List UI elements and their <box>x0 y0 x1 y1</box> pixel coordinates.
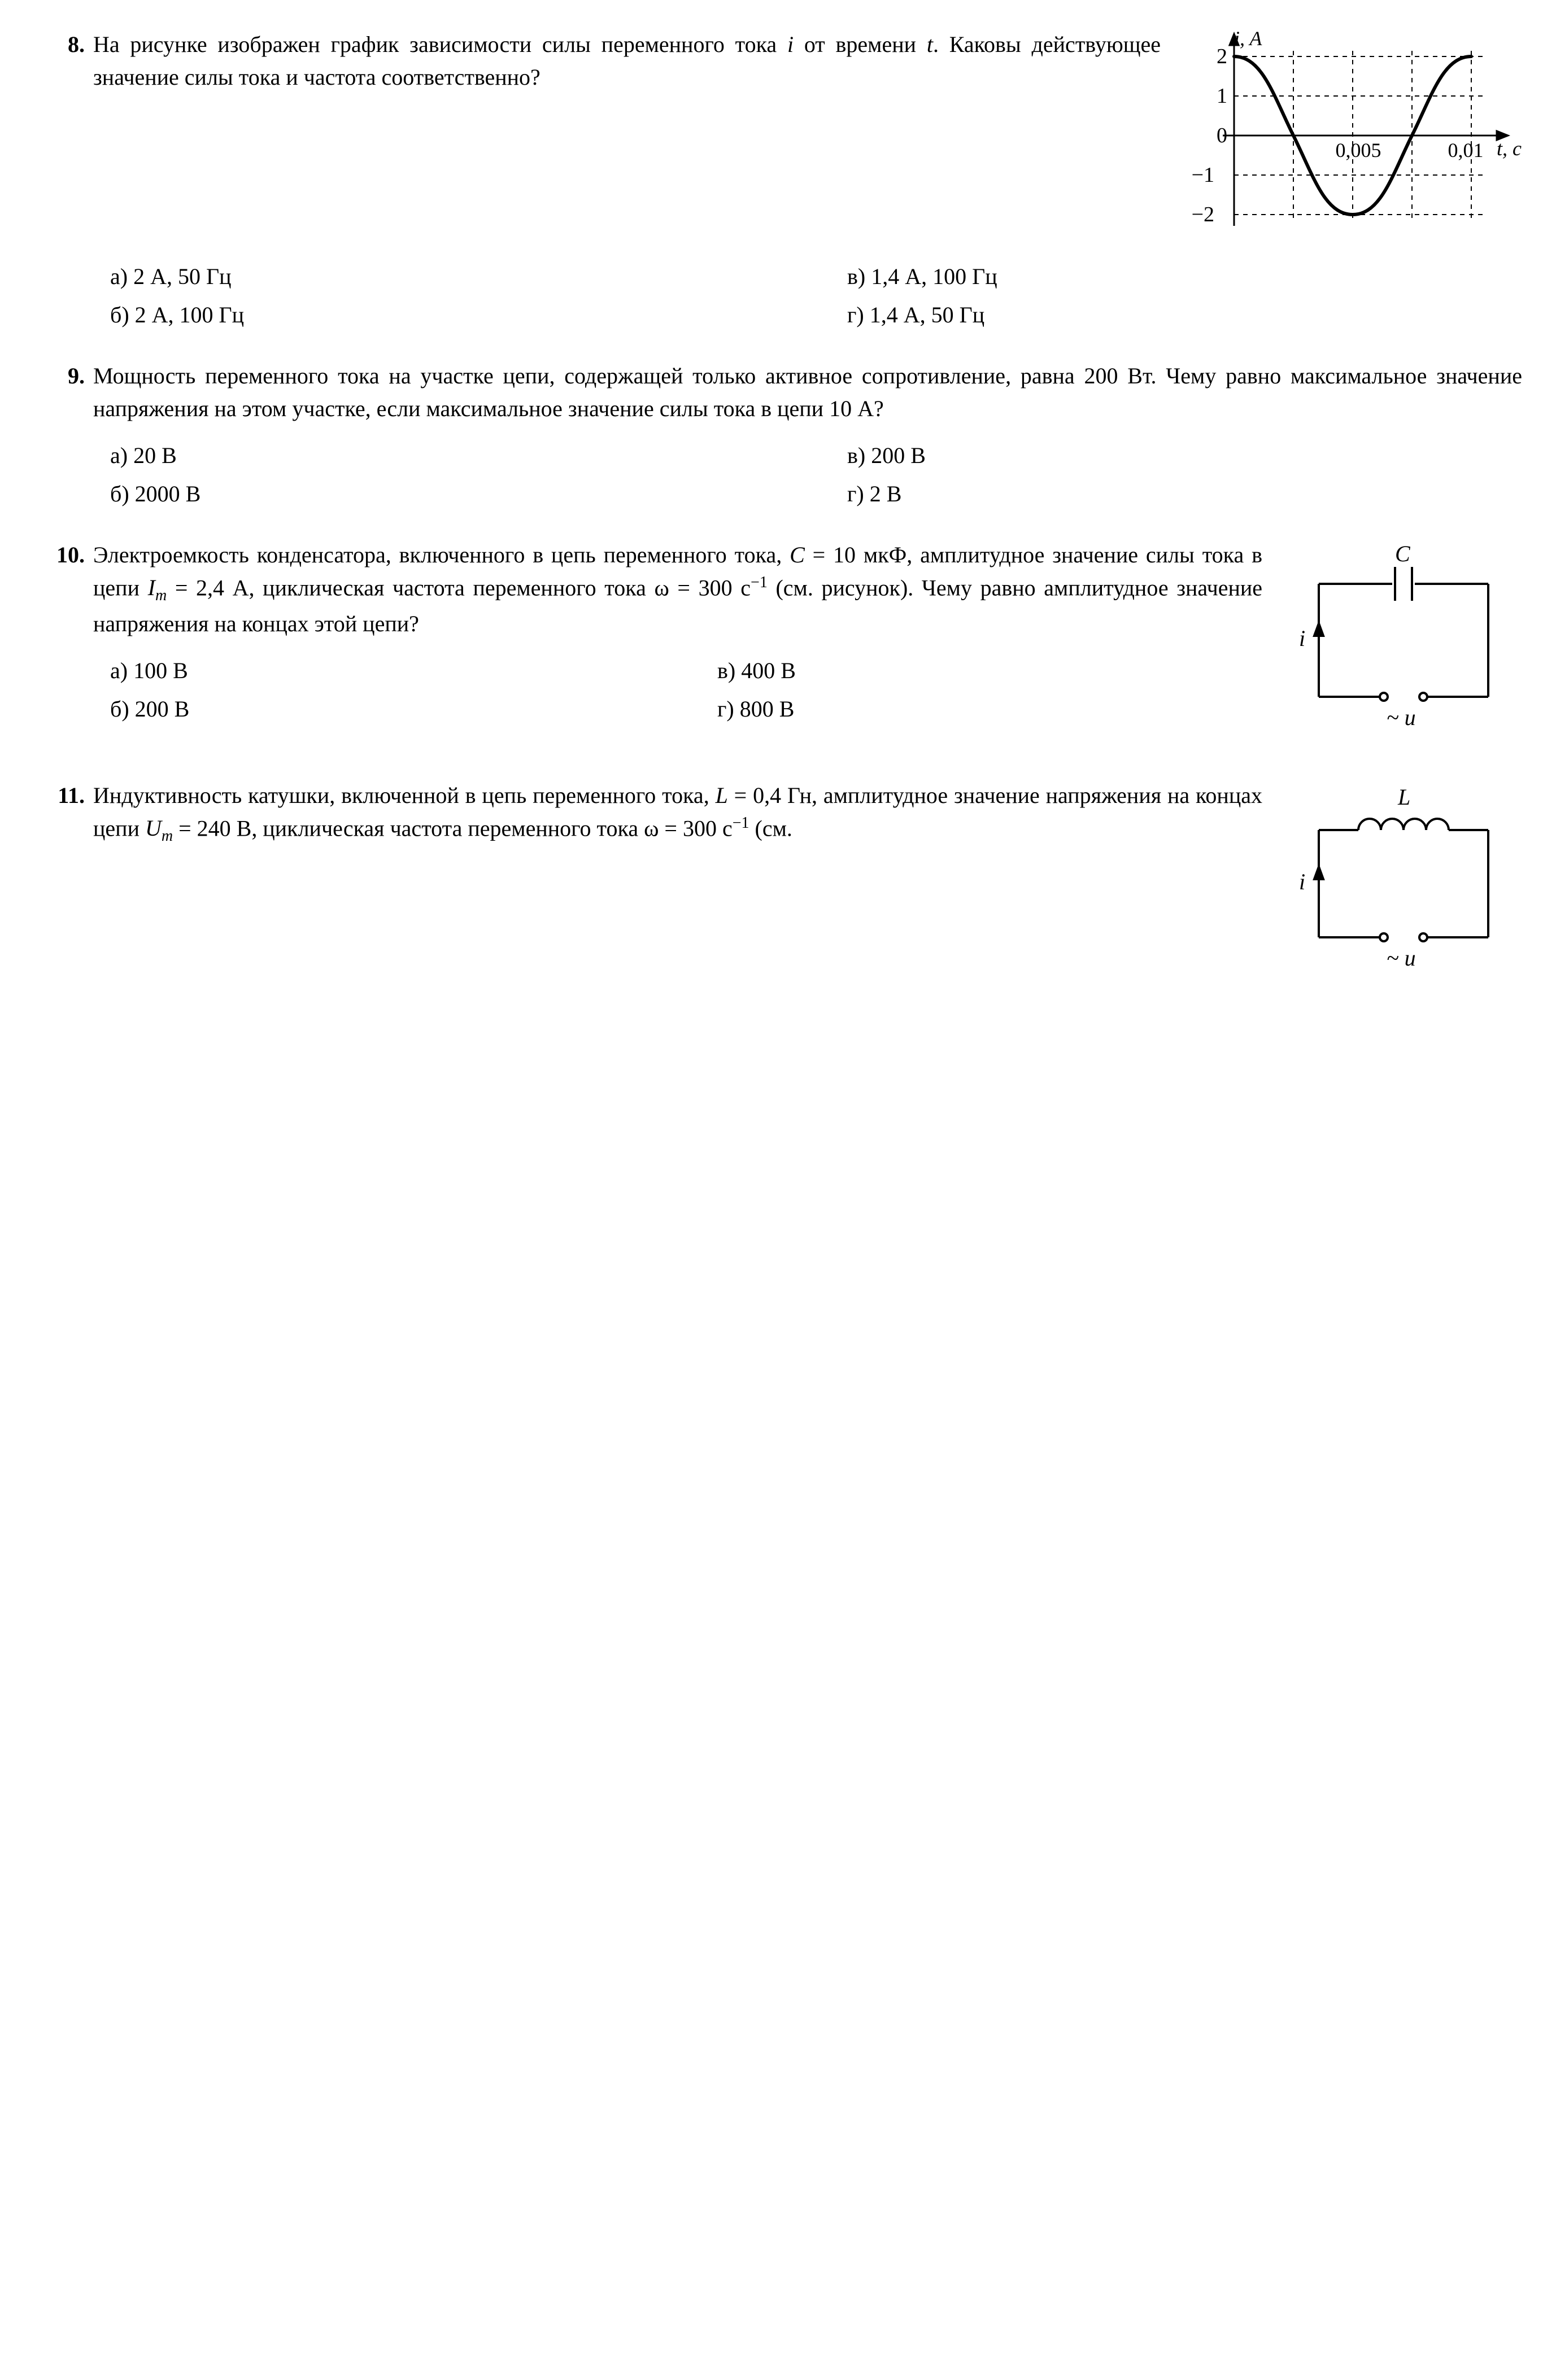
problem-number: 10. <box>34 539 93 571</box>
capacitor-label: C <box>1395 541 1411 566</box>
source-label: ~ u <box>1387 945 1416 971</box>
answer-b: б) 2000 В <box>93 478 785 510</box>
answer-b: б) 2 А, 100 Гц <box>93 299 785 331</box>
inductor-label: L <box>1397 784 1410 810</box>
answer-a: а) 100 В <box>93 654 655 687</box>
answer-grid: а) 2 А, 50 Гц в) 1,4 А, 100 Гц б) 2 А, 1… <box>93 260 1522 331</box>
answer-grid: а) 20 В в) 200 В б) 2000 В г) 2 В <box>93 439 1522 510</box>
svg-text:−1: −1 <box>1192 163 1214 187</box>
circuit-capacitor: C i ~ u <box>1285 539 1522 751</box>
circuit-inductor: L i ~ u <box>1285 779 1522 992</box>
problem-10: 10. Электроемкость конденсатора, включен… <box>34 539 1522 751</box>
current-label: i <box>1299 626 1305 651</box>
problem-text: На рисунке изображен график зависимости … <box>93 28 1161 94</box>
problem-11: 11. Индуктивность катушки, включенной в … <box>34 779 1522 992</box>
answer-a: а) 2 А, 50 Гц <box>93 260 785 293</box>
answer-v: в) 400 В <box>700 654 1262 687</box>
current-label: i <box>1299 869 1305 894</box>
problem-number: 8. <box>34 28 93 61</box>
answer-b: б) 200 В <box>93 693 655 726</box>
problem-text: Индуктивность катушки, включенной в цепь… <box>93 779 1262 848</box>
chart-sine-current: i, A t, с <box>1183 28 1522 252</box>
answer-g: г) 800 В <box>700 693 1262 726</box>
problem-number: 11. <box>34 779 93 812</box>
answer-g: г) 2 В <box>830 478 1522 510</box>
svg-text:1: 1 <box>1217 84 1227 108</box>
svg-text:0,005: 0,005 <box>1336 139 1381 161</box>
x-axis-label: t, с <box>1497 137 1522 160</box>
problem-text: Мощность переменного тока на участке цеп… <box>93 360 1522 425</box>
answer-a: а) 20 В <box>93 439 785 472</box>
problem-text: Электроемкость конденсатора, включенного… <box>93 539 1262 640</box>
svg-text:0: 0 <box>1217 124 1227 147</box>
source-label: ~ u <box>1387 705 1416 730</box>
svg-text:0,01: 0,01 <box>1448 139 1484 161</box>
answer-v: в) 1,4 А, 100 Гц <box>830 260 1522 293</box>
problem-8: 8. На рисунке изображен график зависимос… <box>34 28 1522 331</box>
answer-g: г) 1,4 А, 50 Гц <box>830 299 1522 331</box>
svg-text:2: 2 <box>1217 45 1227 68</box>
answer-grid: а) 100 В в) 400 В б) 200 В г) 800 В <box>93 654 1262 726</box>
y-axis-label: i, A <box>1234 28 1262 50</box>
answer-v: в) 200 В <box>830 439 1522 472</box>
problem-number: 9. <box>34 360 93 392</box>
svg-text:−2: −2 <box>1192 203 1214 226</box>
problem-9: 9. Мощность переменного тока на участке … <box>34 360 1522 510</box>
